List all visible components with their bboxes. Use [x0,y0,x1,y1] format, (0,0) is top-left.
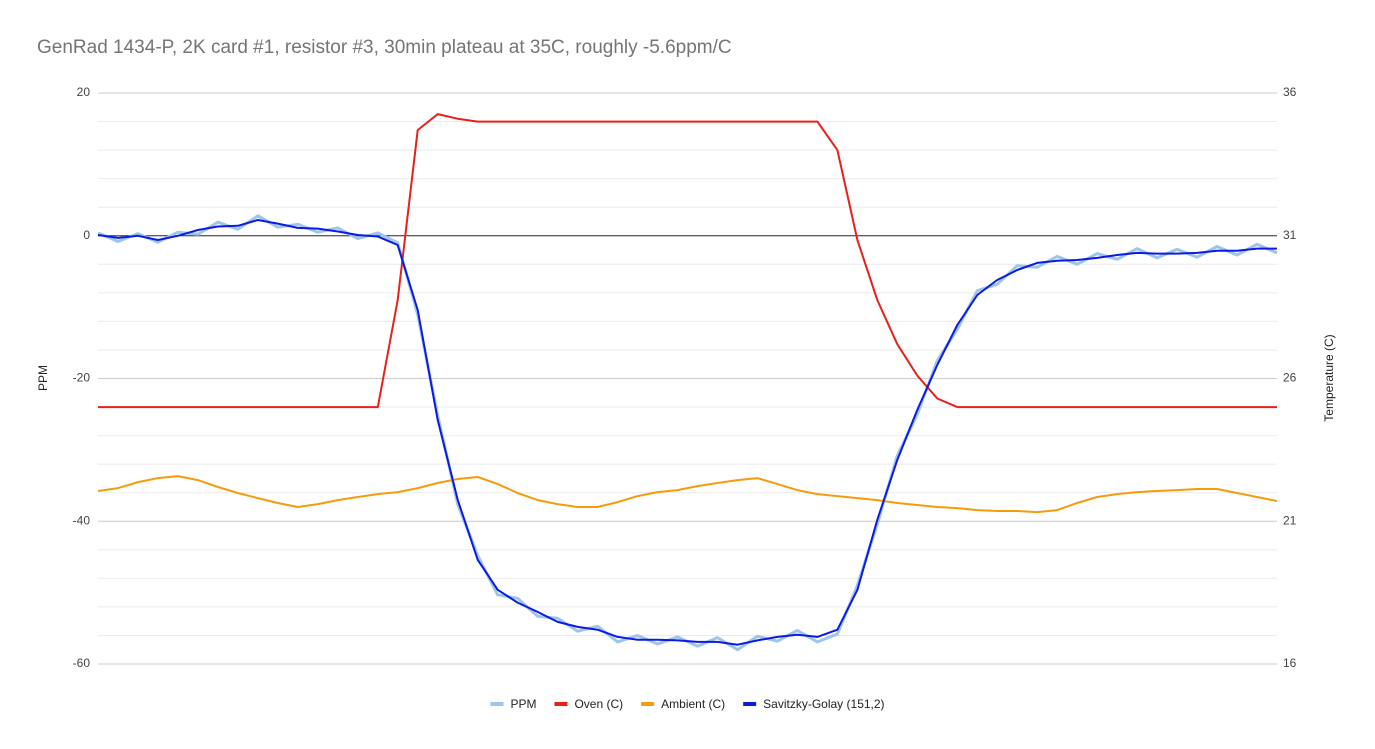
legend-text: Oven (C) [574,697,623,711]
y2-tick-label: 36 [1283,85,1297,99]
legend-swatch [554,702,568,706]
chart-title: GenRad 1434-P, 2K card #1, resistor #3, … [37,37,732,58]
series-line [98,113,1277,409]
series-line [97,219,1277,646]
legend-swatch [490,702,504,706]
y-axis-title: PPM [36,365,50,391]
legend: PPM Oven (C) Ambient (C) Savitzky-Golay (15… [490,697,885,711]
y-tick-label: 20 [77,85,91,99]
y2-tick-label: 21 [1283,513,1297,527]
y-tick-label: -20 [73,371,91,385]
y2-tick-label: 16 [1283,656,1297,670]
legend-text: PPM [510,697,536,711]
legend-swatch [641,702,655,706]
series-line [97,475,1278,514]
legend-swatch [743,702,757,706]
series-line [97,214,1278,652]
legend-text: Ambient (C) [661,697,725,711]
legend-text: Savitzky-Golay (151,2) [763,697,884,711]
y-tick-label: -40 [73,513,91,527]
y2-tick-label: 31 [1283,228,1297,242]
y2-tick-label: 26 [1283,371,1297,385]
y2-axis-title: Temperature (C) [1322,334,1336,421]
y-tick-label: -60 [73,656,91,670]
y-tick-label: 0 [83,228,90,242]
